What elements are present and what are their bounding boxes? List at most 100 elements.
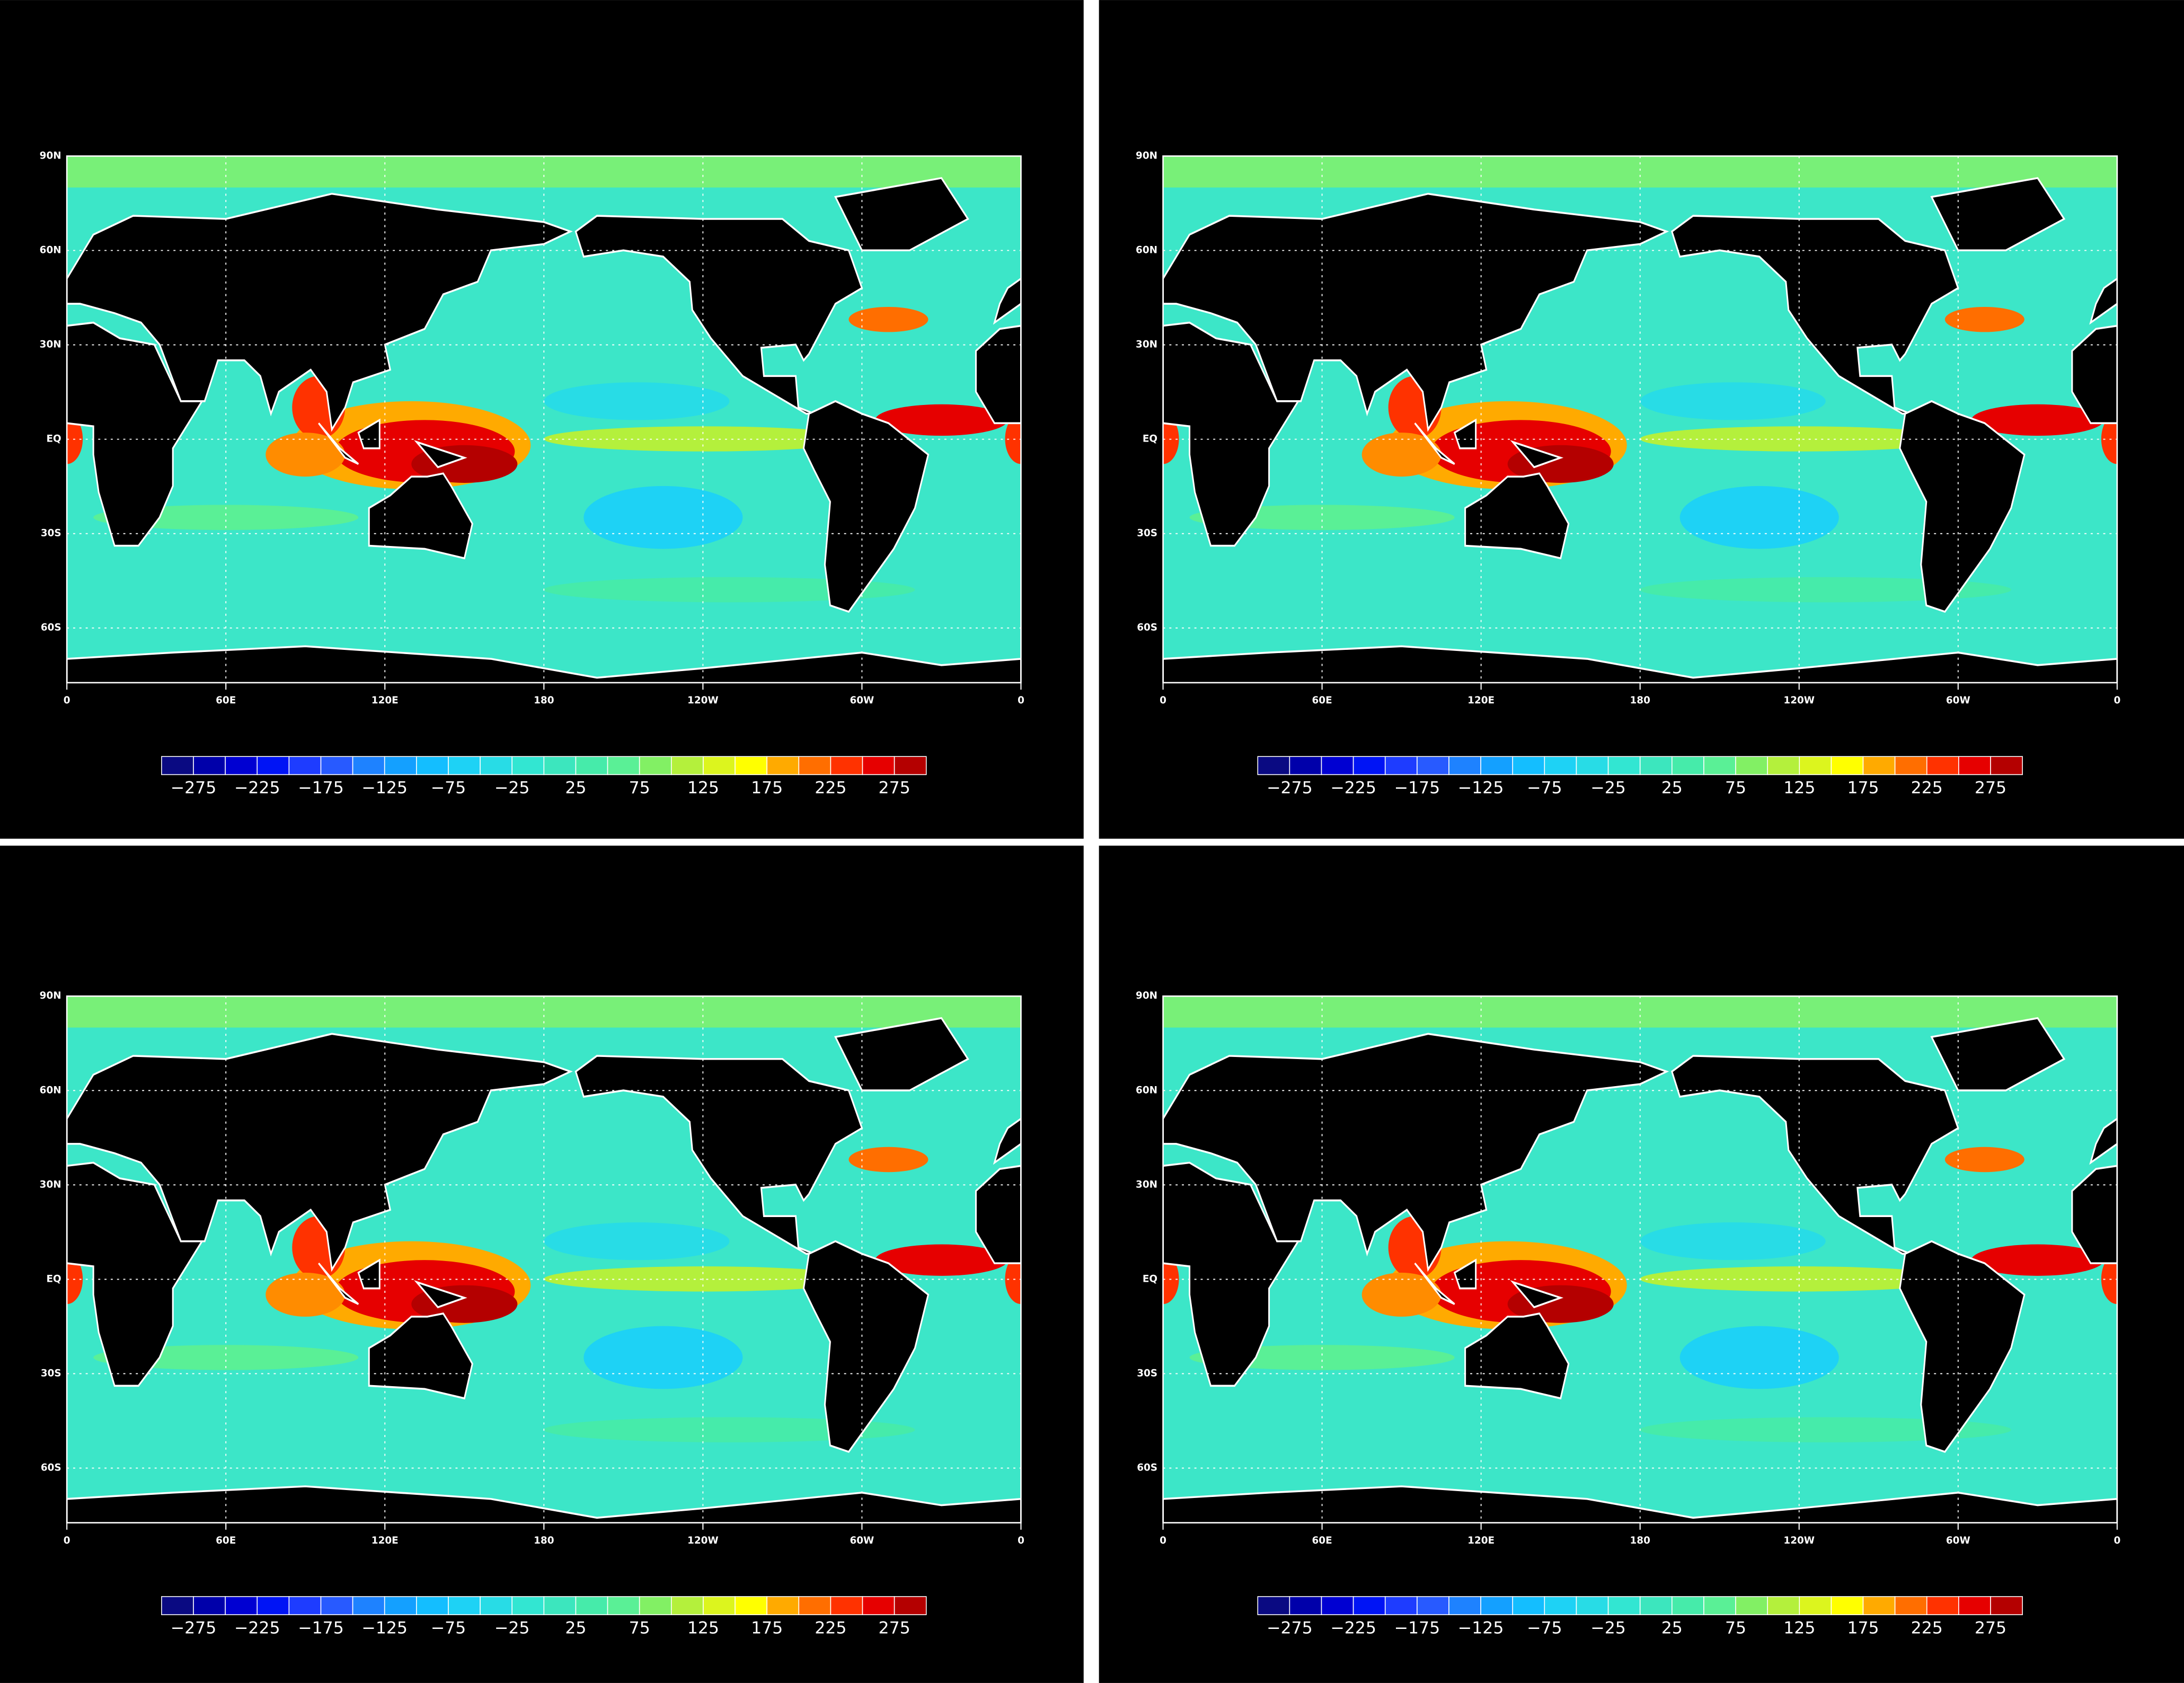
lon-label: 0 [64, 1535, 70, 1546]
colorbar-box [1958, 1596, 1991, 1615]
colorbar-box [1831, 1596, 1864, 1615]
lat-label: 30S [41, 528, 61, 539]
colorbar-label: −75 [1527, 1618, 1562, 1637]
colorbar-label: 125 [1783, 779, 1815, 798]
colorbar-box [1735, 756, 1768, 776]
colorbar-box [1384, 756, 1418, 776]
colorbar-label: −75 [1527, 779, 1562, 798]
map [51, 156, 1037, 737]
colorbar-box [1926, 756, 1959, 776]
lat-label: 90N [40, 150, 61, 161]
colorbar-box [1639, 1596, 1673, 1615]
colorbar-box [225, 756, 258, 776]
colorbar-label: −175 [298, 1618, 344, 1637]
lat-label: 90N [40, 990, 61, 1001]
colorbar-box [639, 756, 672, 776]
colorbar-label: −225 [234, 779, 280, 798]
lon-label: 120W [1783, 1535, 1815, 1546]
colorbar-box [1894, 1596, 1927, 1615]
lat-label: 60S [41, 622, 61, 633]
colorbar-box [1607, 756, 1641, 776]
colorbar-label: −275 [1267, 1618, 1313, 1637]
colorbar-box [1862, 1596, 1896, 1615]
lat-label: 60S [1137, 1462, 1157, 1474]
colorbar-box [416, 756, 449, 776]
colorbar-label: −275 [171, 779, 217, 798]
colorbar-label: −175 [1394, 779, 1440, 798]
colorbar-box [416, 1596, 449, 1615]
colorbar-box [1639, 756, 1673, 776]
colorbar-label: 275 [879, 779, 910, 798]
colorbar-box [1448, 756, 1481, 776]
map [1147, 996, 2133, 1578]
lon-label: 120W [1783, 695, 1815, 706]
lat-label: 60N [40, 244, 61, 255]
colorbar-box [1926, 1596, 1959, 1615]
colorbar-box [607, 756, 640, 776]
colorbar-box [384, 756, 417, 776]
colorbar-box [703, 756, 736, 776]
lat-label: EQ [46, 1273, 61, 1284]
colorbar-label: 125 [1783, 1618, 1815, 1637]
colorbar-box [766, 1596, 800, 1615]
lat-label: 30N [40, 339, 61, 350]
colorbar-box [288, 756, 322, 776]
map [51, 996, 1037, 1578]
colorbar-box [511, 1596, 545, 1615]
lon-label: 0 [2114, 695, 2120, 706]
colorbar-box [320, 756, 353, 776]
colorbar-box [161, 1596, 194, 1615]
lon-label: 60E [216, 1535, 236, 1546]
colorbar-box [320, 1596, 353, 1615]
colorbar-box [1480, 1596, 1514, 1615]
colorbar-box [830, 1596, 863, 1615]
lon-label: 120E [1467, 695, 1495, 706]
lat-label: 30N [1136, 1179, 1157, 1190]
map-panel: 90N 60N 30N EQ 30S 60S 0 60E 120E 180 120W 60W 0 −275… [40, 990, 1037, 1637]
colorbar-label: 75 [1725, 779, 1746, 798]
colorbar-box [1257, 756, 1290, 776]
colorbar-box [830, 756, 863, 776]
colorbar-label: 175 [1847, 779, 1879, 798]
colorbar-box [735, 1596, 767, 1615]
lat-label: 60N [1136, 244, 1157, 255]
colorbar-box [1289, 1596, 1322, 1615]
lon-label: 0 [1018, 695, 1024, 706]
lon-label: 120W [687, 695, 719, 706]
colorbar-label: −275 [1267, 779, 1313, 798]
colorbar-box [670, 1596, 704, 1615]
colorbar-box [1799, 756, 1832, 776]
lon-label: 60W [850, 695, 874, 706]
colorbar-label: −25 [494, 1618, 530, 1637]
colorbar-label: −175 [298, 779, 344, 798]
colorbar-label: −125 [1458, 779, 1504, 798]
lat-label: 60N [40, 1085, 61, 1096]
colorbar-label: 25 [1661, 1618, 1683, 1637]
colorbar-box [1735, 1596, 1768, 1615]
colorbar-box [862, 756, 895, 776]
colorbar-label: −175 [1394, 1618, 1440, 1637]
colorbar-label: −225 [234, 1618, 280, 1637]
map-panel: 90N 60N 30N EQ 30S 60S 0 60E 120E 180 120W 60W 0 −275… [1136, 150, 2133, 798]
colorbar-label: −125 [361, 1618, 408, 1637]
colorbar-box [288, 1596, 322, 1615]
colorbar-box [480, 756, 512, 776]
lon-label: 120E [372, 1535, 399, 1546]
colorbar-label: 275 [1975, 1618, 2006, 1637]
lat-label: 60N [1136, 1085, 1157, 1096]
colorbar-box [1831, 756, 1864, 776]
colorbar-box [448, 1596, 481, 1615]
colorbar-label: 175 [1847, 1618, 1879, 1637]
colorbar-box [894, 1596, 927, 1615]
lat-label: 90N [1136, 150, 1157, 161]
lon-label: 0 [1160, 1535, 1166, 1546]
colorbar-label: 275 [1975, 779, 2006, 798]
colorbar-box [1894, 756, 1927, 776]
lon-label: 60E [1312, 695, 1332, 706]
colorbar-box [193, 1596, 226, 1615]
colorbar-label: −25 [494, 779, 530, 798]
colorbar-box [1289, 756, 1322, 776]
colorbar-box [543, 1596, 577, 1615]
